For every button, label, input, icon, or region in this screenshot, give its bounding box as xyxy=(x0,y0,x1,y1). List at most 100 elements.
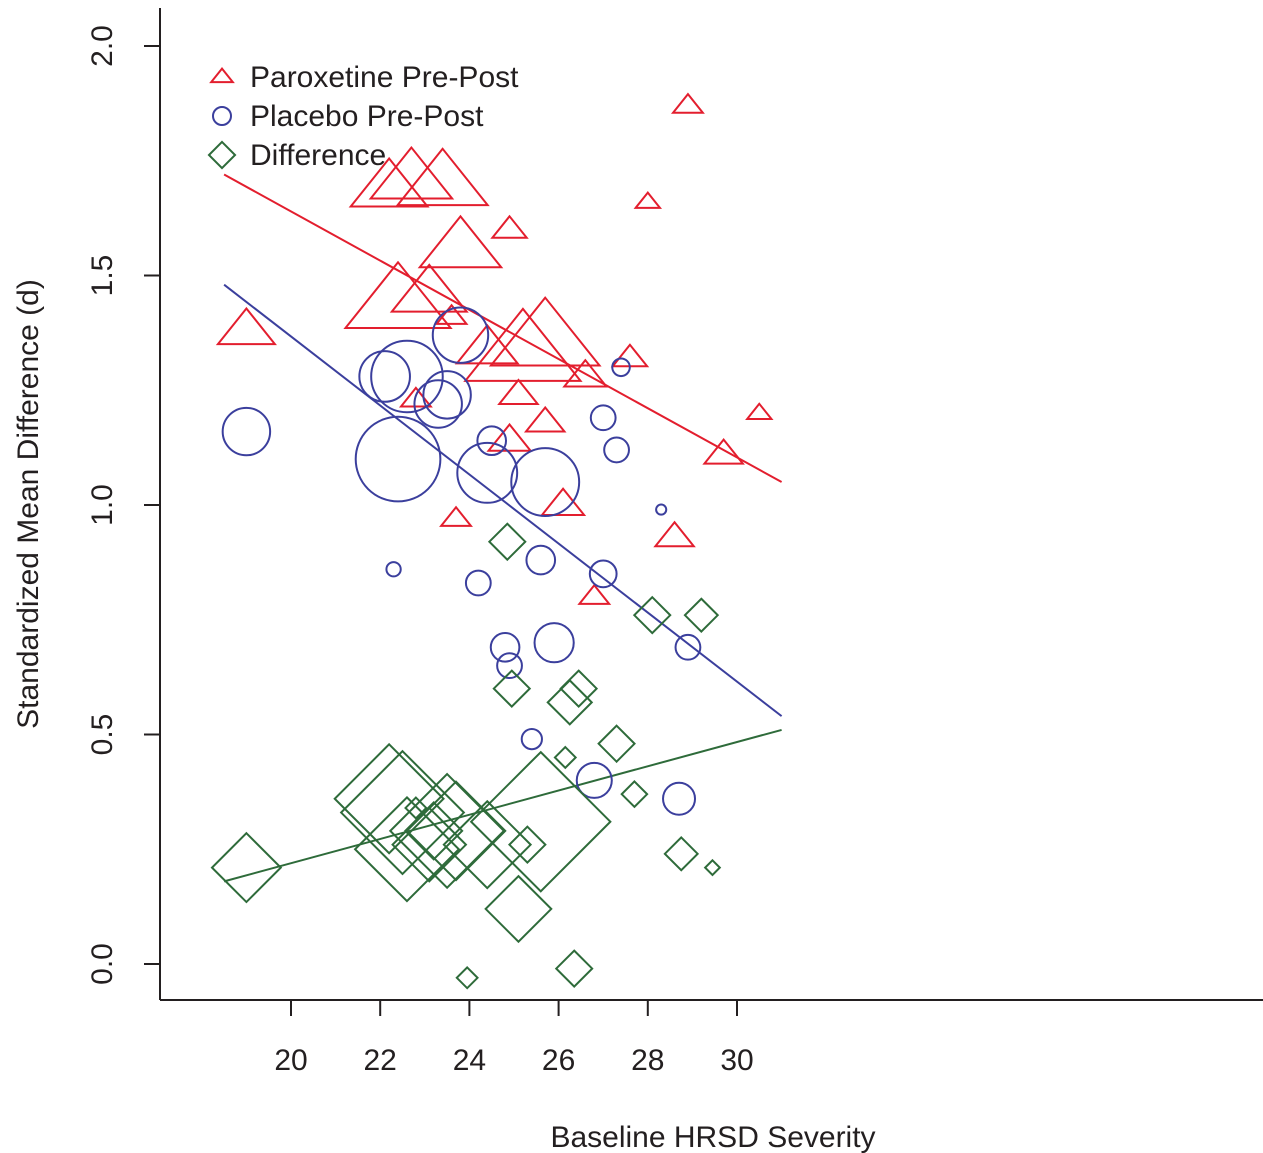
point-circle xyxy=(370,339,444,414)
point-circle xyxy=(520,727,543,751)
legend-label: Paroxetine Pre-Post xyxy=(250,61,519,94)
legend-label: Placebo Pre-Post xyxy=(250,100,484,133)
point-circle xyxy=(525,544,557,576)
point-circle xyxy=(464,569,492,597)
trend-line-placebo-pre-post xyxy=(223,283,783,717)
point-triangle xyxy=(454,323,520,365)
legend-item-paroxetine-pre-post: Paroxetine Pre-Post xyxy=(209,61,519,94)
point-triangle xyxy=(389,263,469,313)
point-triangle xyxy=(434,303,469,325)
point-circle xyxy=(588,559,618,589)
point-circle xyxy=(611,357,631,378)
point-diamond xyxy=(353,795,461,903)
point-circle xyxy=(662,781,697,816)
point-triangle xyxy=(490,214,529,239)
x-tick-label: 30 xyxy=(720,1044,753,1077)
point-circle xyxy=(358,350,411,403)
point-triangle xyxy=(343,260,453,330)
point-triangle xyxy=(215,306,277,346)
x-axis-title: Baseline HRSD Severity xyxy=(550,1121,875,1153)
point-diamond xyxy=(554,949,594,988)
y-axis-title: Standardized Mean Difference (d) xyxy=(12,279,45,729)
point-circle xyxy=(354,415,442,503)
series-paroxetine-pre-post xyxy=(215,92,774,605)
y-tick-label: 2.0 xyxy=(86,25,119,67)
point-triangle xyxy=(417,214,504,269)
y-tick-label: 0.0 xyxy=(86,943,119,985)
point-triangle xyxy=(497,378,540,405)
point-diamond xyxy=(404,796,428,820)
point-circle xyxy=(575,761,613,799)
point-triangle xyxy=(439,505,473,527)
legend-label: Difference xyxy=(250,139,386,172)
point-triangle xyxy=(610,343,650,368)
point-diamond xyxy=(391,806,468,883)
point-circle xyxy=(422,370,472,420)
point-circle xyxy=(655,503,668,516)
point-circle xyxy=(496,652,523,680)
point-diamond xyxy=(492,669,532,708)
point-diamond xyxy=(620,780,649,809)
x-tick-label: 26 xyxy=(542,1044,575,1077)
point-diamond xyxy=(455,965,479,990)
point-triangle xyxy=(562,358,609,388)
point-diamond xyxy=(683,597,720,633)
point-diamond xyxy=(405,780,507,882)
x-tick-label: 24 xyxy=(453,1044,486,1077)
legend-item-difference: Difference xyxy=(207,139,386,172)
point-triangle xyxy=(633,191,663,209)
point-triangle xyxy=(702,438,745,465)
point-diamond xyxy=(333,742,445,855)
point-diamond xyxy=(559,669,599,708)
point-diamond xyxy=(546,678,594,726)
point-circle xyxy=(510,447,581,517)
point-diamond xyxy=(632,595,672,635)
legend-marker-triangle xyxy=(209,67,235,84)
point-triangle xyxy=(486,422,533,452)
point-diamond xyxy=(484,874,553,944)
point-diamond xyxy=(339,749,466,876)
legend-marker-diamond xyxy=(207,140,237,170)
point-circle xyxy=(431,306,490,364)
point-circle xyxy=(674,633,702,661)
point-circle xyxy=(221,406,272,457)
point-triangle xyxy=(463,307,583,382)
x-tick-label: 20 xyxy=(274,1044,307,1077)
trend-line-difference xyxy=(223,728,782,883)
y-tick-label: 0.5 xyxy=(86,714,119,756)
legend: Paroxetine Pre-Post Placebo Pre-Post Diffe… xyxy=(207,61,519,172)
point-diamond xyxy=(553,745,578,770)
point-triangle xyxy=(348,156,430,208)
point-triangle xyxy=(523,405,567,433)
point-triangle xyxy=(653,520,696,548)
x-tick-label: 28 xyxy=(631,1044,664,1077)
point-diamond xyxy=(210,831,283,904)
point-circle xyxy=(385,561,402,578)
y-axis-ticks: 0.0 0.5 1.0 1.5 2.0 xyxy=(86,25,160,985)
y-tick-label: 1.0 xyxy=(86,484,119,526)
point-diamond xyxy=(597,724,636,764)
point-triangle xyxy=(577,583,612,605)
legend-marker-circle xyxy=(212,106,232,126)
plot-area xyxy=(210,92,783,990)
legend-item-placebo-pre-post: Placebo Pre-Post xyxy=(212,100,484,133)
point-diamond xyxy=(663,836,700,872)
point-diamond xyxy=(487,522,527,562)
series-difference xyxy=(210,522,722,990)
point-triangle xyxy=(488,296,602,367)
point-diamond xyxy=(507,825,547,865)
point-triangle xyxy=(395,147,490,207)
point-circle xyxy=(603,436,630,464)
x-tick-label: 22 xyxy=(364,1044,397,1077)
y-tick-label: 1.5 xyxy=(86,255,119,297)
point-circle xyxy=(489,631,521,663)
point-circle xyxy=(533,622,575,664)
point-diamond xyxy=(469,750,612,893)
series-placebo-pre-post xyxy=(221,306,702,816)
point-triangle xyxy=(368,145,455,200)
point-circle xyxy=(413,379,463,429)
point-diamond xyxy=(703,858,722,877)
point-diamond xyxy=(442,799,533,890)
point-circle xyxy=(589,404,617,432)
